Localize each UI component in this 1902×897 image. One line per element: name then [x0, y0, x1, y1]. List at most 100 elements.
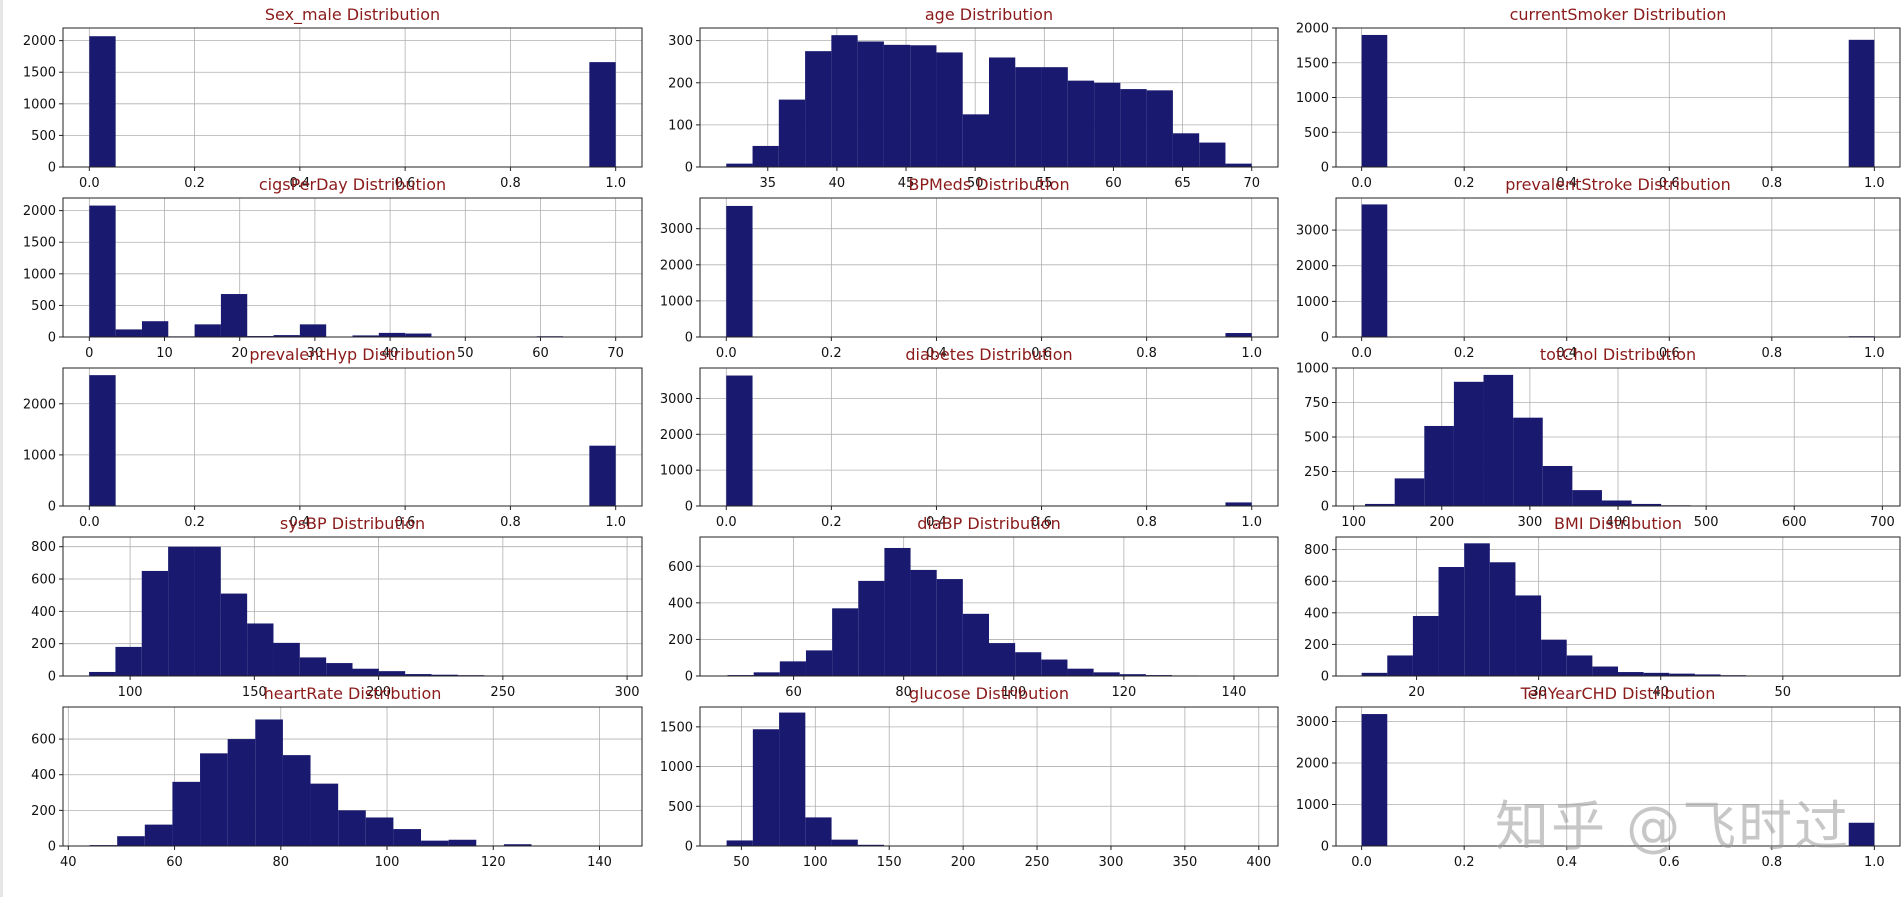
histogram-bar [752, 145, 779, 167]
y-tick-label: 200 [668, 76, 693, 91]
y-tick-label: 1000 [1296, 91, 1329, 106]
x-tick-label: 250 [490, 685, 515, 700]
histogram-bar [299, 324, 327, 337]
subplot-title: diabetes Distribution [905, 345, 1072, 364]
x-tick-label: 50 [967, 176, 984, 191]
histogram-bar [726, 205, 753, 337]
subplot-9: 100 150 200 250 300 0 200 400 600 800 sysBP Distri… [31, 514, 643, 700]
histogram-bar [778, 99, 806, 167]
subplot-title: age Distribution [925, 5, 1053, 24]
x-tick-label: 0.0 [1351, 855, 1372, 870]
x-tick-label: 30 [1530, 685, 1547, 700]
x-tick-label: 400 [1246, 855, 1271, 870]
x-tick-label: 0.4 [1556, 855, 1577, 870]
histogram-bar [589, 62, 616, 168]
histogram-bar [1015, 652, 1042, 676]
y-tick-label: 400 [31, 768, 56, 783]
x-tick-label: 0.2 [1454, 855, 1475, 870]
histogram-bar [1067, 80, 1095, 167]
histogram-bar [89, 671, 116, 676]
x-tick-label: 300 [1099, 855, 1124, 870]
y-tick-label: 2000 [660, 258, 693, 273]
histogram-bar [115, 329, 142, 337]
histogram-bar [273, 335, 300, 337]
histogram-bar [299, 657, 327, 676]
y-tick-label: 1000 [660, 760, 693, 775]
histogram-bar [1093, 672, 1120, 676]
y-tick-label: 200 [1304, 638, 1329, 653]
histogram-bar [200, 753, 228, 846]
y-tick-label: 750 [1304, 396, 1329, 411]
y-tick-label: 0 [685, 331, 693, 346]
x-tick-label: 100 [803, 855, 828, 870]
histogram-bar [1365, 503, 1395, 506]
y-tick-label: 0 [1321, 840, 1329, 855]
y-tick-label: 2000 [1296, 259, 1329, 274]
histogram-bar [365, 817, 394, 846]
histogram-bar [805, 51, 832, 167]
x-tick-label: 0.8 [500, 176, 521, 191]
x-tick-label: 0.8 [500, 515, 521, 530]
x-tick-label: 50 [733, 855, 750, 870]
axes-frame [62, 197, 643, 338]
axes-frame [699, 197, 1279, 338]
y-tick-label: 0 [685, 161, 693, 176]
x-tick-label: 35 [759, 176, 776, 191]
x-tick-label: 20 [231, 346, 248, 361]
subplot-10: 60 80 100 120 140 0 200 400 600 diaBP Distributio… [668, 514, 1279, 700]
y-tick-label: 2000 [23, 204, 56, 219]
x-tick-label: 55 [1036, 176, 1053, 191]
histogram-bar [194, 546, 221, 676]
y-tick-label: 0 [48, 500, 56, 515]
histogram-bar [378, 671, 406, 676]
subplot-title: prevalentStroke Distribution [1505, 175, 1731, 194]
subplot-title: totChol Distribution [1540, 345, 1696, 364]
x-tick-label: 1.0 [1241, 515, 1262, 530]
y-tick-label: 0 [1321, 500, 1329, 515]
subplot-title: cigsPerDay Distribution [259, 175, 446, 194]
x-tick-label: 0 [85, 346, 93, 361]
x-tick-label: 0.6 [1659, 346, 1680, 361]
x-tick-label: 500 [1694, 515, 1719, 530]
histogram-bar [1515, 595, 1542, 676]
y-tick-label: 600 [31, 573, 56, 588]
subplot-3: 0 10 20 30 40 50 60 70 0 500 1000 1500 2000 cigsPerDa… [23, 175, 643, 361]
x-tick-label: 40 [382, 346, 399, 361]
x-tick-label: 0.2 [184, 515, 205, 530]
x-tick-label: 65 [1174, 176, 1191, 191]
x-tick-label: 80 [895, 685, 912, 700]
subplot-6: 0.0 0.2 0.4 0.6 0.8 1.0 0 1000 2000 prevalentHyp … [23, 345, 643, 530]
y-tick-label: 2000 [1296, 757, 1329, 772]
histogram-bar [141, 321, 169, 337]
x-tick-label: 0.2 [1454, 176, 1475, 191]
histogram-bar [1669, 673, 1695, 676]
histogram-bar [910, 569, 937, 676]
y-tick-label: 1500 [23, 66, 56, 81]
x-tick-label: 0.6 [1031, 515, 1052, 530]
y-tick-label: 1000 [1296, 362, 1329, 377]
y-tick-label: 0 [685, 500, 693, 515]
x-tick-label: 0.6 [1659, 855, 1680, 870]
x-tick-label: 0.8 [1761, 855, 1782, 870]
y-tick-label: 1000 [660, 464, 693, 479]
axes-frame [1335, 706, 1901, 847]
histogram-bar [1412, 615, 1439, 676]
x-tick-label: 0.0 [79, 176, 100, 191]
histogram-bar [338, 810, 366, 846]
histogram-bar [405, 333, 432, 337]
histogram-bar [1618, 672, 1644, 676]
x-tick-label: 40 [829, 176, 846, 191]
x-tick-label: 60 [166, 855, 183, 870]
x-tick-label: 700 [1870, 515, 1895, 530]
histogram-bar [194, 324, 221, 337]
histogram-bar [832, 608, 859, 676]
axes-frame [62, 27, 643, 168]
y-tick-label: 1000 [23, 267, 56, 282]
y-tick-label: 600 [1304, 575, 1329, 590]
histogram-bar [1067, 668, 1094, 676]
histogram-bar [1631, 503, 1662, 506]
histogram-bar [1361, 34, 1388, 168]
histogram-bar [936, 52, 963, 168]
histogram-bar [1394, 478, 1425, 506]
x-tick-label: 0.4 [926, 515, 947, 530]
